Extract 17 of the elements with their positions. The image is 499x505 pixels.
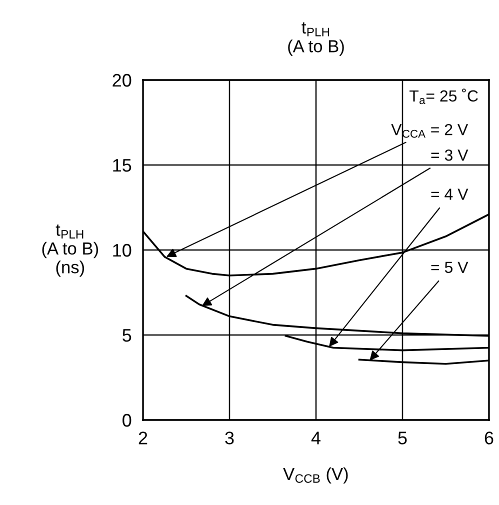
y-tick-label: 0 bbox=[122, 414, 132, 427]
annotation: = 4 V bbox=[431, 188, 468, 200]
x-tick-label: 5 bbox=[398, 432, 407, 444]
y-tick-label: 15 bbox=[113, 159, 132, 172]
y-tick-label: 10 bbox=[113, 244, 132, 257]
annotation: = 5 V bbox=[431, 262, 468, 273]
x-tick-label: 3 bbox=[225, 432, 234, 444]
x-tick-label: 2 bbox=[138, 432, 148, 444]
x-tick-label: 6 bbox=[484, 432, 494, 444]
x-axis-title: V$_{CCB}$ (V) bbox=[283, 467, 348, 484]
annotation: = 3 V bbox=[431, 149, 468, 161]
y-axis-title: t$_{PLH}$ (A to B) (ns) bbox=[42, 224, 98, 277]
chart-title: t$_{PLH}$ (A to B) bbox=[288, 22, 344, 56]
y-tick-label: 5 bbox=[122, 329, 132, 342]
x-tick-label: 4 bbox=[311, 432, 320, 444]
annotation: T$_{a}$= 25 ˚C bbox=[410, 88, 478, 104]
y-tick-label: 20 bbox=[112, 74, 132, 87]
